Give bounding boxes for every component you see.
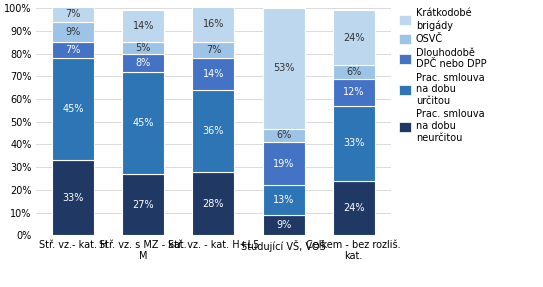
Bar bbox=[52, 160, 94, 235]
Text: 24%: 24% bbox=[343, 33, 364, 43]
Bar bbox=[122, 174, 165, 235]
Text: 14%: 14% bbox=[203, 69, 224, 79]
Text: 27%: 27% bbox=[132, 200, 154, 210]
Bar bbox=[52, 6, 94, 22]
Text: 16%: 16% bbox=[203, 19, 224, 29]
Bar bbox=[52, 42, 94, 58]
Text: 6%: 6% bbox=[346, 67, 362, 77]
Text: 8%: 8% bbox=[136, 58, 151, 68]
Bar bbox=[333, 10, 375, 65]
Bar bbox=[122, 54, 165, 72]
Bar bbox=[52, 22, 94, 42]
Bar bbox=[333, 181, 375, 235]
Text: 9%: 9% bbox=[276, 220, 291, 230]
Bar bbox=[333, 106, 375, 181]
Text: 33%: 33% bbox=[62, 193, 84, 203]
Bar bbox=[192, 58, 235, 90]
Bar bbox=[192, 90, 235, 172]
Text: 9%: 9% bbox=[65, 27, 81, 37]
Text: 28%: 28% bbox=[203, 199, 224, 209]
Bar bbox=[192, 42, 235, 58]
Legend: Krátkodobé
brigády, OSVČ, Dlouhodobě
DPČ nebo DPP, Prac. smlouva
na dobu
určitou: Krátkodobé brigády, OSVČ, Dlouhodobě DPČ… bbox=[399, 9, 487, 143]
Text: 14%: 14% bbox=[132, 21, 154, 31]
Text: 6%: 6% bbox=[276, 130, 291, 140]
Bar bbox=[122, 10, 165, 42]
Text: 24%: 24% bbox=[343, 203, 364, 213]
Text: 7%: 7% bbox=[65, 9, 81, 19]
Bar bbox=[52, 58, 94, 160]
Bar bbox=[262, 129, 305, 142]
Bar bbox=[192, 172, 235, 235]
Bar bbox=[262, 142, 305, 185]
Text: 13%: 13% bbox=[273, 195, 294, 205]
Text: 5%: 5% bbox=[136, 43, 151, 53]
Bar bbox=[333, 79, 375, 106]
Text: 7%: 7% bbox=[65, 45, 81, 55]
Bar bbox=[122, 42, 165, 54]
Text: 19%: 19% bbox=[273, 159, 294, 169]
Text: 36%: 36% bbox=[203, 126, 224, 136]
Text: 33%: 33% bbox=[343, 138, 364, 148]
Text: 53%: 53% bbox=[273, 63, 294, 73]
Bar bbox=[333, 65, 375, 79]
Text: 45%: 45% bbox=[62, 104, 84, 114]
Bar bbox=[192, 6, 235, 42]
Text: 45%: 45% bbox=[132, 118, 154, 128]
Bar bbox=[262, 215, 305, 235]
Text: 7%: 7% bbox=[206, 45, 221, 55]
Text: 12%: 12% bbox=[343, 87, 364, 97]
Bar bbox=[262, 185, 305, 215]
Bar bbox=[262, 8, 305, 129]
Bar bbox=[122, 72, 165, 174]
